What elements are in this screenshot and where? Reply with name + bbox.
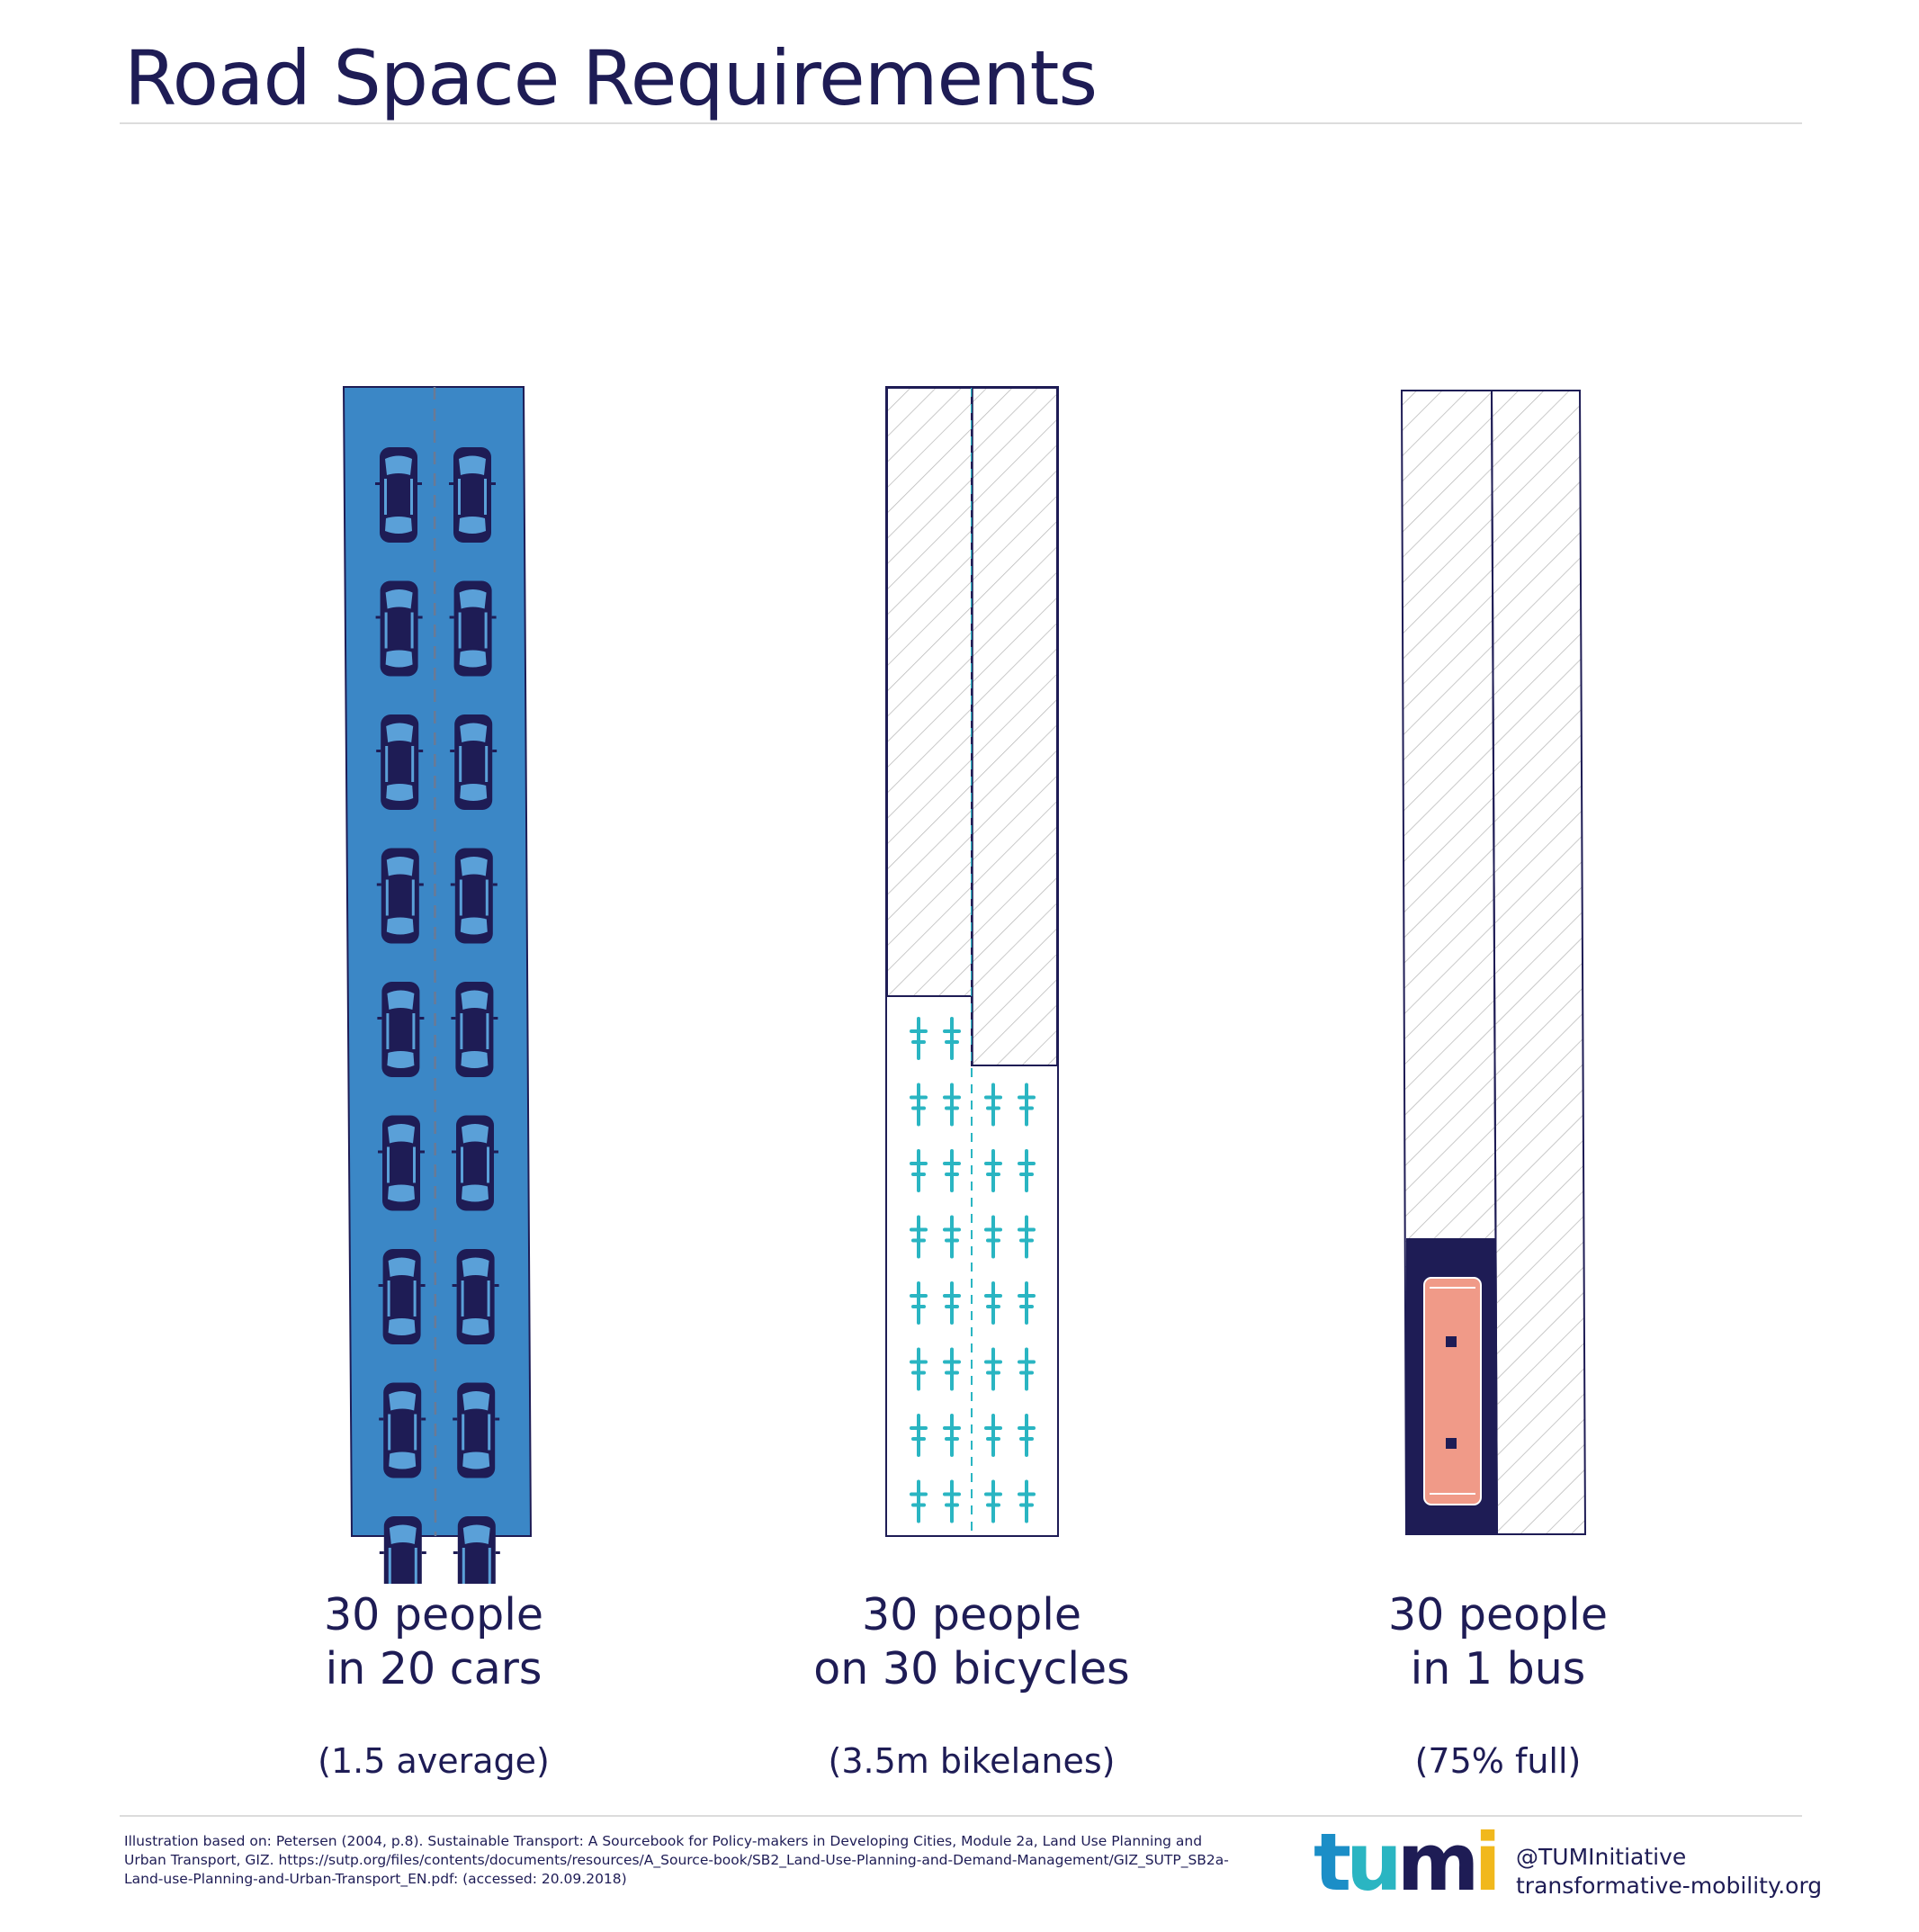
bicycle-icon: [984, 1347, 1002, 1391]
bicycle-icon: [1018, 1083, 1036, 1127]
bicycle-icon: [1018, 1149, 1036, 1192]
bicycle-icon: [984, 1281, 1002, 1325]
car-icon: [379, 1382, 426, 1478]
bus-line1: 30 people: [1387, 1589, 1609, 1640]
cars-group: [375, 447, 500, 1584]
caption-cars: 30 people in 20 cars (1.5 average): [182, 1588, 686, 1781]
car-icon: [375, 447, 422, 543]
bicycle-icon: [1018, 1347, 1036, 1391]
bicycle-icon: [910, 1479, 928, 1523]
car-icon: [376, 714, 424, 810]
bus-line2: in 1 bus: [1410, 1643, 1586, 1694]
car-icon: [452, 1249, 499, 1344]
bicycle-icon: [910, 1017, 928, 1060]
bicycles-road: [885, 386, 1059, 1537]
car-icon: [376, 848, 424, 944]
car-icon: [453, 1382, 500, 1478]
car-icon: [449, 447, 496, 543]
page-title: Road Space Requirements: [124, 34, 1098, 122]
bicycle-icon: [984, 1215, 1002, 1259]
car-icon: [379, 1516, 426, 1584]
bicycle-icon: [910, 1414, 928, 1457]
bicycle-icon: [1018, 1479, 1036, 1523]
bicycles-line2: on 30 bicycles: [813, 1643, 1130, 1694]
bicycle-icon: [943, 1347, 961, 1391]
cars-note: (1.5 average): [318, 1741, 550, 1781]
footer-divider: [120, 1815, 1802, 1817]
bicycle-icon: [943, 1215, 961, 1259]
car-icon: [378, 1115, 425, 1211]
bicycle-icon: [943, 1149, 961, 1192]
bicycle-icon: [984, 1149, 1002, 1192]
title-divider: [120, 122, 1802, 124]
bicycles-group: [910, 1017, 1036, 1523]
bicycle-icon: [1018, 1215, 1036, 1259]
logo-letter-i: i: [1474, 1816, 1501, 1909]
bicycles-note: (3.5m bikelanes): [828, 1741, 1116, 1781]
cars-line2: in 20 cars: [325, 1643, 543, 1694]
caption-bus: 30 people in 1 bus (75% full): [1246, 1588, 1750, 1781]
bus-note: (75% full): [1414, 1741, 1582, 1781]
bicycle-icon: [943, 1281, 961, 1325]
bicycle-icon: [943, 1017, 961, 1060]
logo-letter-u: u: [1346, 1816, 1403, 1909]
logo-letter-t: t: [1314, 1816, 1351, 1909]
bicycle-icon: [910, 1215, 928, 1259]
logo-letter-m: m: [1396, 1816, 1480, 1909]
cars-line1: 30 people: [323, 1589, 544, 1640]
car-icon: [451, 982, 498, 1077]
car-icon: [378, 1249, 426, 1344]
car-icon: [450, 714, 498, 810]
bicycle-icon: [910, 1083, 928, 1127]
bicycles-line1: 30 people: [861, 1589, 1082, 1640]
car-icon: [452, 1115, 498, 1211]
bicycle-icon: [1018, 1414, 1036, 1457]
bicycle-icon: [910, 1347, 928, 1391]
cars-road: [342, 386, 533, 1537]
bus-vehicle: [1423, 1277, 1482, 1505]
bicycle-icon: [943, 1083, 961, 1127]
car-icon: [377, 982, 425, 1077]
bicycle-icon: [910, 1149, 928, 1192]
car-icon: [450, 848, 498, 944]
social-links: @TUMInitiative transformative-mobility.o…: [1516, 1843, 1822, 1901]
bicycle-icon: [943, 1414, 961, 1457]
car-icon: [453, 1516, 500, 1584]
bicycle-icon: [984, 1414, 1002, 1457]
website-link[interactable]: transformative-mobility.org: [1516, 1873, 1823, 1899]
bicycle-icon: [984, 1479, 1002, 1523]
bicycle-icon: [984, 1083, 1002, 1127]
car-icon: [375, 580, 423, 677]
source-footnote: Illustration based on: Petersen (2004, p…: [124, 1833, 1229, 1887]
road-space-diagram: [342, 386, 1587, 1584]
car-icon: [449, 580, 497, 677]
bicycle-icon: [910, 1281, 928, 1325]
twitter-handle[interactable]: @TUMInitiative: [1516, 1844, 1687, 1870]
bicycle-icon: [1018, 1281, 1036, 1325]
bicycle-icon: [943, 1479, 961, 1523]
caption-bicycles: 30 people on 30 bicycles (3.5m bikelanes): [720, 1588, 1224, 1781]
tumi-logo: tumi: [1314, 1816, 1502, 1909]
